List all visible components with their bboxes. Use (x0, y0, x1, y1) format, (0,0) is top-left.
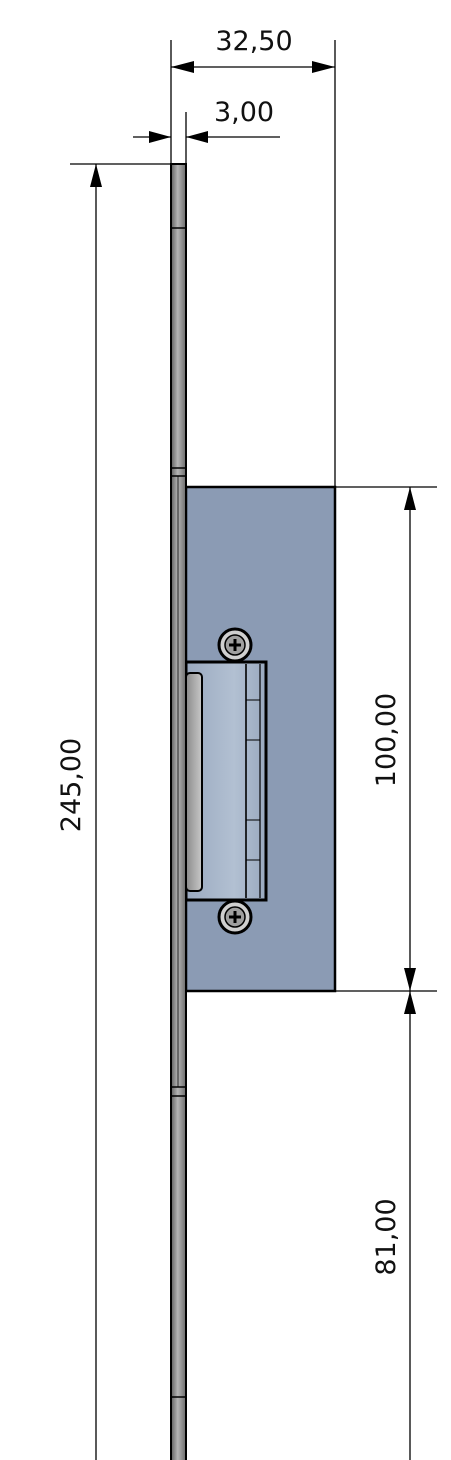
plate-body (170, 163, 187, 1460)
face-plate (170, 163, 187, 1460)
latch-tongue (185, 672, 203, 892)
latch-mechanism (184, 660, 268, 902)
dimension-label-plate-thickness: 3,00 (214, 97, 274, 128)
dimension-label-bottom-offset: 81,00 (371, 1198, 402, 1275)
dimension-overall-width: 32,50 (170, 26, 336, 487)
dimension-label-housing-height: 100,00 (371, 693, 402, 787)
screw-top (217, 627, 253, 663)
dimension-plate-thickness: 3,00 (133, 97, 280, 164)
dimension-label-overall-width: 32,50 (215, 26, 292, 57)
screw-bottom (217, 899, 253, 935)
dimension-overall-height: 245,00 (56, 163, 171, 1460)
dimension-housing-height: 100,00 (335, 486, 437, 992)
dimension-label-overall-height: 245,00 (56, 738, 87, 832)
lock-housing (184, 485, 337, 993)
dimension-bottom-offset: 81,00 (371, 991, 416, 1460)
